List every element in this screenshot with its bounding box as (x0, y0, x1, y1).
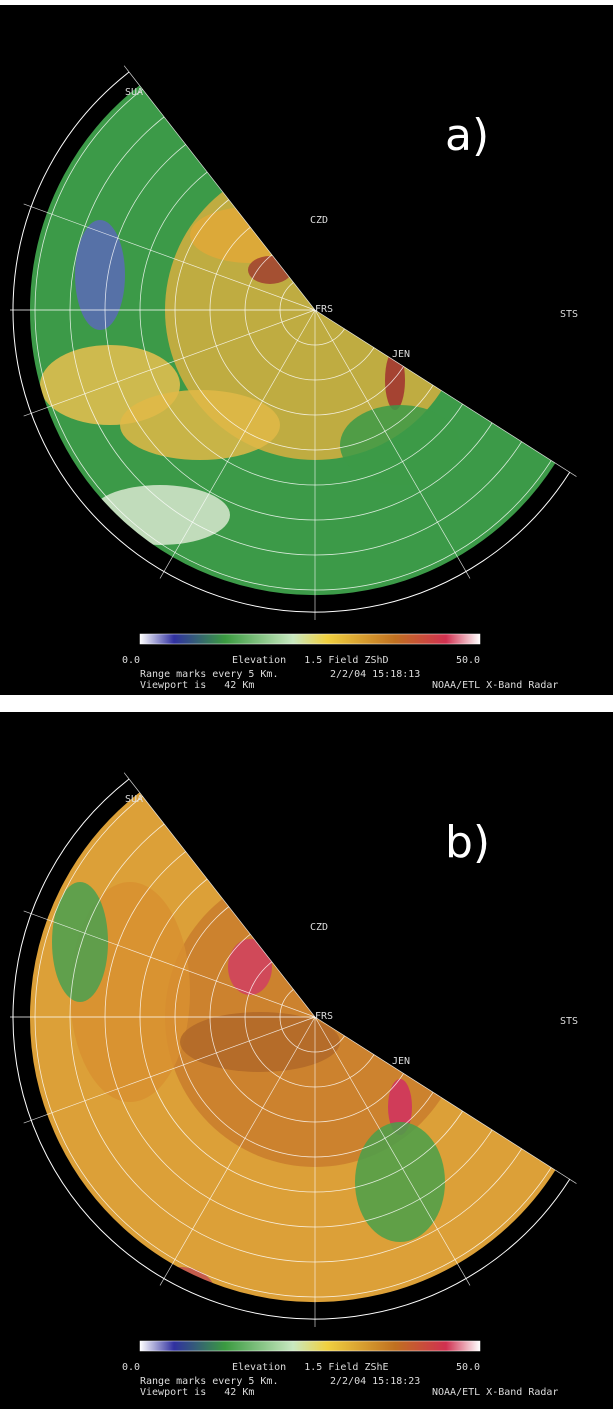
station-label: FRS (315, 1011, 333, 1022)
radar-panel: a) SUA CZD FRS STS JEN 0.0 Elevation 1.5 Field … (0, 5, 613, 695)
radar-panel: b) SUA CZD FRS STS JEN 0.0 Elevation 1.5 Field … (0, 712, 613, 1409)
source: NOAA/ETL X-Band Radar (432, 680, 558, 691)
viewport: Viewport is 42 Km (140, 680, 254, 691)
echo-blob (120, 390, 280, 460)
station-label: CZD (310, 215, 328, 226)
echo-blob (75, 220, 125, 330)
range-marks: Range marks every 5 Km. (140, 1376, 278, 1387)
range-marks: Range marks every 5 Km. (140, 669, 278, 680)
station-label: SUA (125, 87, 143, 98)
source: NOAA/ETL X-Band Radar (432, 1387, 558, 1398)
colorbar-min: 0.0 (122, 655, 140, 666)
panel-label: a) (445, 110, 489, 161)
panel-label: b) (445, 817, 490, 868)
station-label: JEN (392, 1056, 410, 1067)
radar-figure: a) SUA CZD FRS STS JEN 0.0 Elevation 1.5 Field … (0, 0, 613, 1409)
station-label: CZD (310, 922, 328, 933)
colorbar-title: Elevation 1.5 Field ZShE (232, 1362, 389, 1373)
station-label: JEN (392, 349, 410, 360)
colorbar (140, 1341, 480, 1351)
echo-blob (340, 405, 460, 485)
colorbar-min: 0.0 (122, 1362, 140, 1373)
station-label: STS (560, 309, 578, 320)
colorbar-max: 50.0 (456, 1362, 480, 1373)
station-label: STS (560, 1016, 578, 1027)
station-label: FRS (315, 304, 333, 315)
station-label: SUA (125, 794, 143, 805)
colorbar-title: Elevation 1.5 Field ZShD (232, 655, 389, 666)
echo-blob (355, 1122, 445, 1242)
colorbar-max: 50.0 (456, 655, 480, 666)
colorbar (140, 634, 480, 644)
viewport: Viewport is 42 Km (140, 1387, 254, 1398)
timestamp: 2/2/04 15:18:23 (330, 1376, 420, 1387)
timestamp: 2/2/04 15:18:13 (330, 669, 420, 680)
